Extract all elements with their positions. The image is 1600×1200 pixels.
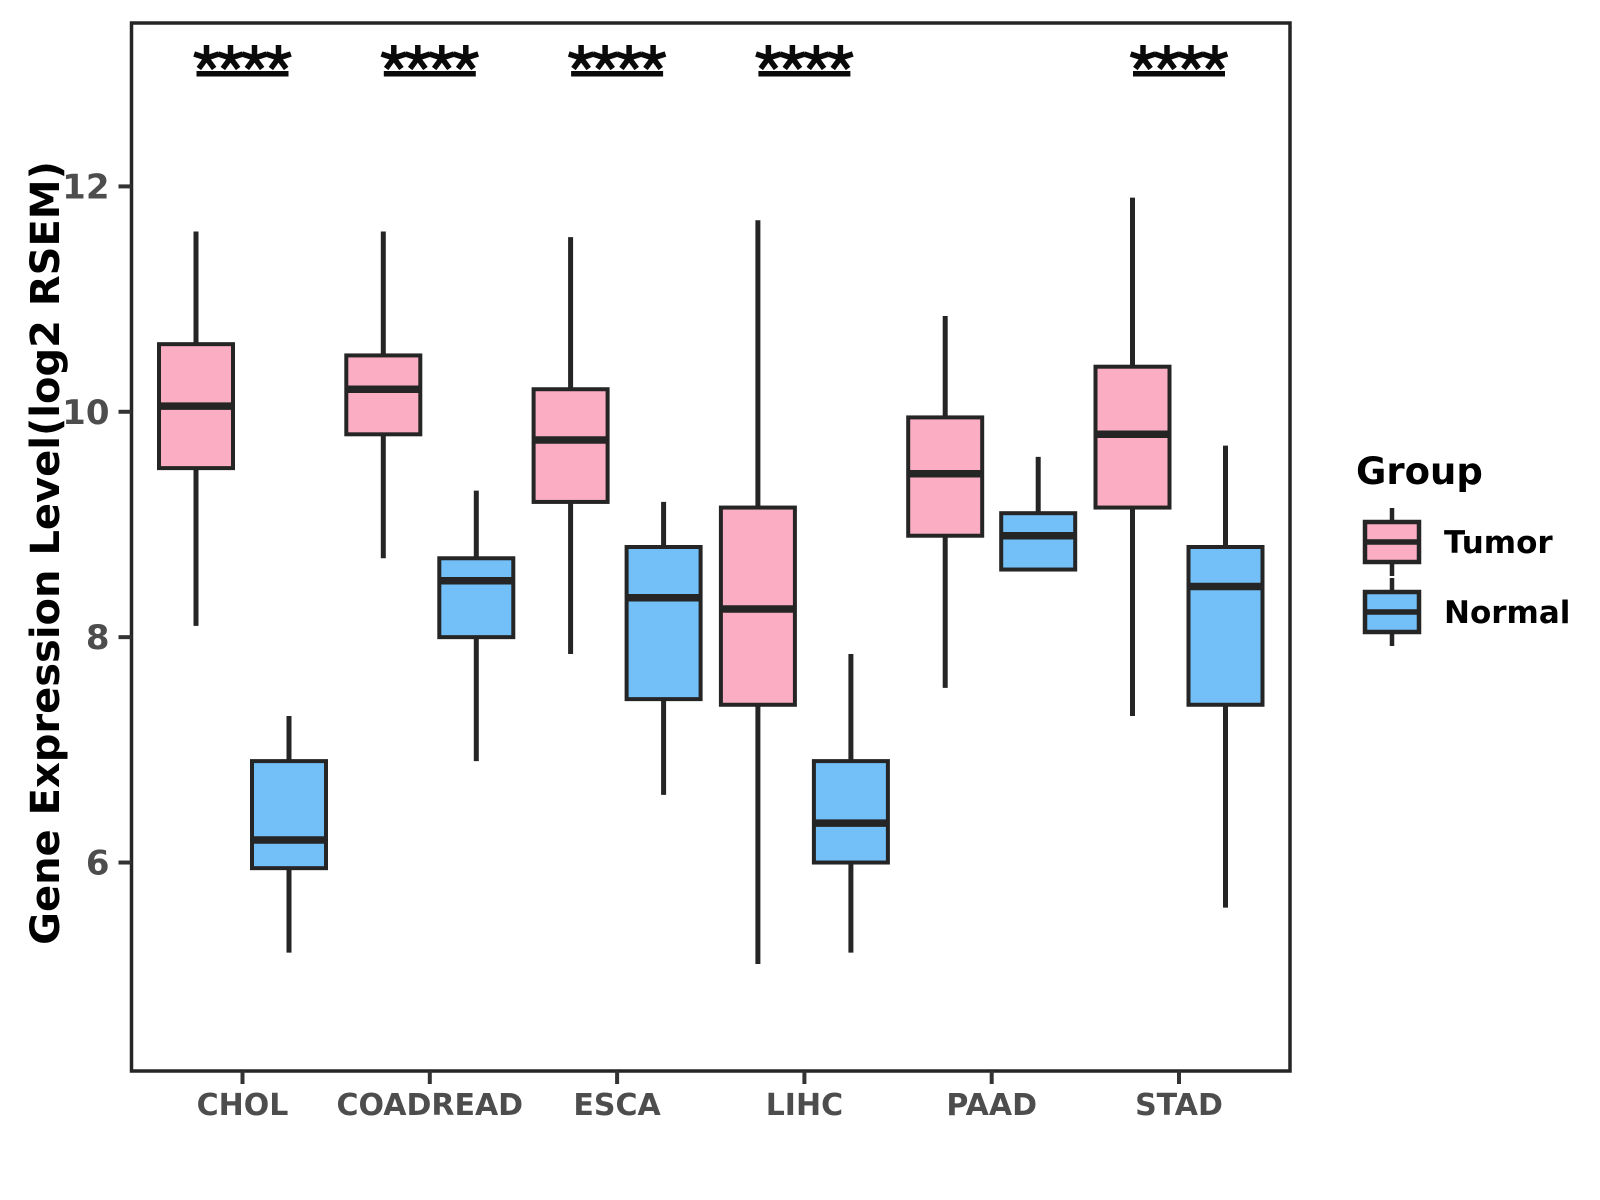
iqr-box [344,353,423,437]
asterisk-arm [464,51,480,61]
box-CHOL-Normal [250,716,328,953]
asterisk-arm [229,51,244,61]
box-LIHC-Normal [811,654,890,953]
iqr-box [250,759,328,871]
asterisk-arm [580,51,595,61]
asterisk-arm [416,51,432,61]
x-tick-label-CHOL: CHOL [197,1088,289,1123]
asterisk-arm [440,51,456,61]
asterisk-arm [205,51,220,61]
asterisk-arm [839,51,854,61]
x-axis: CHOL COADREAD ESCA LIHC PAAD STAD [197,1071,1223,1123]
box-PAAD-Normal [999,456,1078,572]
iqr-box [811,759,890,865]
y-tick-label: 8 [86,618,110,658]
asterisk-arm [628,51,643,61]
legend-item-label: Normal [1444,595,1570,631]
x-tick-label-PAAD: PAAD [946,1088,1037,1123]
significance-underline [758,71,851,77]
asterisk-arm [767,51,782,61]
asterisk-arm [1214,51,1229,61]
asterisk-arm [604,51,619,61]
box-ESCA-Normal [624,501,703,795]
asterisk-arm [815,51,830,61]
significance-STAD [1129,45,1229,77]
legend-item-label: Tumor [1444,525,1553,561]
significance-underline [571,71,664,77]
iqr-box [437,556,516,640]
asterisk-arm [791,51,806,61]
asterisk-arm [253,51,268,61]
box-COADREAD-Tumor [344,231,423,559]
significance-ESCA [567,45,667,77]
asterisk-arm [277,51,292,61]
significance-underline [1133,71,1225,77]
y-tick-label: 12 [62,167,109,207]
significance-LIHC [755,45,854,77]
significance-CHOL [193,45,292,77]
x-tick-label-STAD: STAD [1135,1088,1223,1123]
legend-item-normal: Normal [1362,578,1570,646]
iqr-box [531,387,610,504]
box-CHOL-Tumor [157,231,235,626]
asterisk-arm [1190,51,1205,61]
box-ESCA-Tumor [531,237,610,655]
iqr-box [1186,545,1265,707]
x-tick-label-LIHC: LIHC [766,1088,843,1123]
box-STAD-Normal [1186,445,1265,908]
iqr-box [999,511,1078,572]
iqr-box [624,545,703,702]
legend-title: Group [1356,450,1483,493]
significance-underline [196,71,289,77]
legend-item-tumor: Tumor [1362,508,1553,576]
asterisk-arm [1142,51,1157,61]
y-tick-label: 10 [62,393,109,433]
asterisk-arm [652,51,667,61]
box-STAD-Tumor [1093,197,1172,717]
box-PAAD-Tumor [906,315,985,688]
asterisk-arm [1166,51,1181,61]
x-tick-label-ESCA: ESCA [573,1088,661,1123]
y-axis: 6 8 10 12 [62,167,132,884]
box-COADREAD-Normal [437,490,516,762]
asterisk-arm [392,51,408,61]
panel-frame [129,21,1292,1073]
significance-COADREAD [380,45,480,77]
y-axis-title: Gene Expression Level(log2 RSEM) [23,161,69,945]
y-tick-label: 6 [86,844,110,884]
box-LIHC-Tumor [718,220,797,964]
x-tick-label-COADREAD: COADREAD [337,1088,524,1123]
significance-underline [383,71,476,77]
legend: Group Tumor Normal [1356,450,1570,646]
